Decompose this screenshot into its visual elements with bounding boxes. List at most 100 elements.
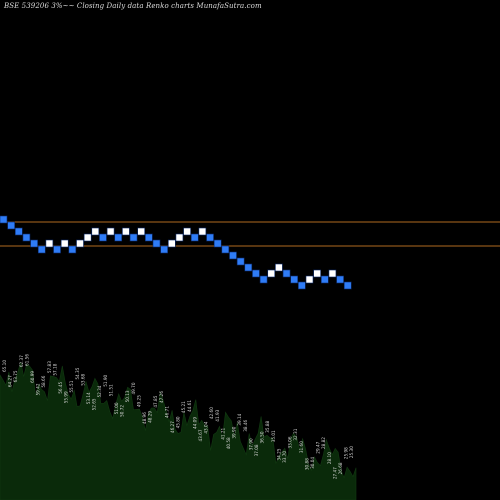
chart-title: BSE 539206 3%~~ Closing Daily data Renko… <box>4 2 262 10</box>
volume-label: 40.58 <box>226 437 231 449</box>
volume-area <box>0 361 357 500</box>
renko-bricks <box>0 215 352 290</box>
volume-label: 35.01 <box>271 430 276 442</box>
volume-label: 47.26 <box>159 391 164 403</box>
renko-brick-down <box>129 233 138 242</box>
renko-brick-up <box>267 269 276 278</box>
renko-brick-down <box>244 263 253 272</box>
volume-label: 48.96 <box>142 412 147 424</box>
volume-label: 32.31 <box>293 428 298 440</box>
volume-label: 38.46 <box>243 419 248 431</box>
volume-label: 62.37 <box>19 355 24 367</box>
volume-label: 37.08 <box>254 444 259 456</box>
renko-brick-down <box>99 233 107 242</box>
renko-brick-down <box>259 275 268 284</box>
volume-label: 43.04 <box>204 421 209 433</box>
volume-label: 47.85 <box>153 395 158 407</box>
volume-label: 55.51 <box>69 380 74 392</box>
volume-label: 26.68 <box>338 462 343 474</box>
renko-brick-down <box>68 245 77 254</box>
renko-brick-up <box>183 227 191 236</box>
renko-brick-down <box>320 275 329 284</box>
renko-brick-down <box>298 281 306 290</box>
volume-label: 35.88 <box>265 420 270 432</box>
renko-brick-down <box>213 239 222 248</box>
volume-label: 53.68 <box>80 373 85 385</box>
renko-brick-up <box>106 227 115 236</box>
renko-brick-down <box>229 251 237 260</box>
renko-brick-down <box>114 233 123 242</box>
renko-brick-up <box>275 263 283 272</box>
renko-brick-down <box>236 257 245 266</box>
volume-label: 29.47 <box>316 441 321 453</box>
renko-brick-up <box>328 269 337 278</box>
renko-brick-down <box>53 245 61 254</box>
volume-label: 44.61 <box>187 400 192 412</box>
volume-label: 56.45 <box>58 381 63 393</box>
volume-label: 27.47 <box>332 467 337 479</box>
volume-label: 53.14 <box>86 392 91 404</box>
volume-label: 25.30 <box>349 446 354 458</box>
renko-brick-up <box>305 275 314 284</box>
volume-label: 57.83 <box>47 361 52 373</box>
volume-label: 51.00 <box>114 402 119 414</box>
renko-brick-down <box>15 227 23 236</box>
reference-lines <box>0 221 500 247</box>
volume-label: 48.29 <box>148 411 153 423</box>
volume-label: 30.88 <box>304 458 309 470</box>
volume-label: 50.13 <box>125 390 130 402</box>
volume-label: 43.67 <box>198 429 203 441</box>
renko-brick-down <box>221 245 230 254</box>
volume-label: 39.90 <box>232 426 237 438</box>
volume-label: 41.21 <box>220 427 225 439</box>
volume-label: 51.90 <box>103 374 108 386</box>
renko-brick-down <box>290 275 299 284</box>
volume-label: 50.72 <box>120 405 125 417</box>
renko-brick-down <box>190 233 199 242</box>
volume-label: 33.06 <box>288 436 293 448</box>
volume-area-shape <box>0 361 357 500</box>
renko-brick-down <box>152 239 161 248</box>
renko-brick-up <box>122 227 130 236</box>
volume-label: 44.09 <box>192 417 197 429</box>
volume-label: 28.82 <box>321 437 326 449</box>
volume-label: 51.51 <box>108 384 113 396</box>
renko-brick-up <box>175 233 184 242</box>
volume-label: 52.34 <box>97 385 102 397</box>
renko-brick-down <box>206 233 214 242</box>
renko-brick-down <box>145 233 153 242</box>
volume-label: 31.60 <box>299 441 304 453</box>
renko-brick-up <box>45 239 54 248</box>
renko-brick-down <box>30 239 38 248</box>
volume-label: 57.18 <box>52 363 57 375</box>
volume-label: 28.10 <box>327 452 332 464</box>
renko-brick-up <box>168 239 176 248</box>
renko-brick-down <box>0 215 8 224</box>
renko-brick-down <box>343 281 352 290</box>
volume-label: 37.90 <box>248 438 253 450</box>
volume-label: 61.56 <box>24 354 29 366</box>
renko-brick-down <box>37 245 46 254</box>
volume-label: 46.71 <box>164 406 169 418</box>
renko-brick-up <box>76 239 84 248</box>
renko-brick-up <box>91 227 100 236</box>
renko-brick-down <box>336 275 344 284</box>
renko-brick-up <box>198 227 207 236</box>
volume-label: 41.93 <box>215 409 220 421</box>
volume-label: 30.04 <box>310 457 315 469</box>
volume-label: 42.60 <box>209 407 214 419</box>
volume-label: 65.10 <box>2 360 7 372</box>
renko-brick-down <box>252 269 260 278</box>
volume-label: 54.35 <box>75 367 80 379</box>
volume-label: 49.25 <box>136 395 141 407</box>
volume-label: 52.65 <box>92 398 97 410</box>
renko-brick-up <box>137 227 145 236</box>
volume-label: 25.98 <box>344 447 349 459</box>
renko-brick-down <box>282 269 291 278</box>
volume-label: 34.25 <box>276 448 281 460</box>
volume-label: 36.50 <box>260 431 265 443</box>
renko-brick-up <box>83 233 92 242</box>
renko-brick-up <box>60 239 69 248</box>
volume-label: 45.21 <box>181 401 186 413</box>
